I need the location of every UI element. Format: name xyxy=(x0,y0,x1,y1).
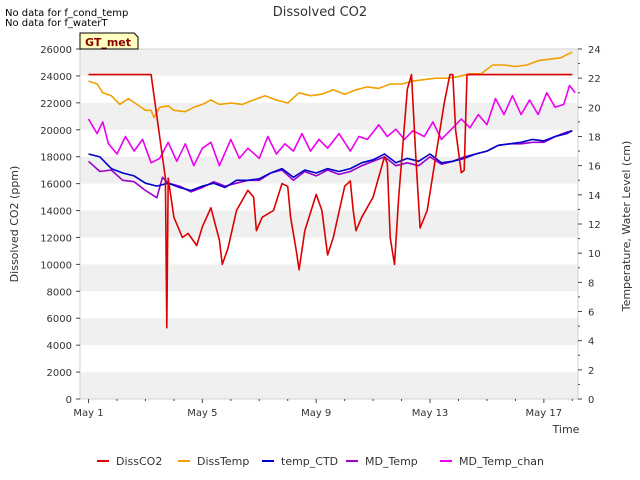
x-tick-label: May 9 xyxy=(301,408,331,419)
right-tick-label: 10 xyxy=(588,249,601,260)
right-tick-label: 6 xyxy=(588,308,594,319)
grid-band xyxy=(80,210,578,238)
grid-band xyxy=(80,372,578,399)
right-tick-label: 18 xyxy=(588,133,601,144)
gt-met-badge: GT_met xyxy=(79,32,139,50)
series-layer xyxy=(87,51,576,329)
left-tick-label: 4000 xyxy=(47,341,72,352)
legend-label: MD_Temp xyxy=(365,455,418,468)
left-tick-label: 20000 xyxy=(40,126,72,137)
x-axis: May 1 May 5 May 9 May 13 May 17 xyxy=(73,399,573,419)
legend: DissCO2 DissTemp temp_CTD MD_Temp MD_Temp_ch… xyxy=(97,455,544,468)
left-y-axis: 0 2000 4000 6000 8000 10000 12000 14000 16000 180… xyxy=(40,45,80,406)
x-axis-label: Time xyxy=(552,423,580,436)
right-tick-label: 0 xyxy=(588,395,594,406)
left-axis-label: Dissolved CO2 (ppm) xyxy=(8,166,21,283)
x-tick-label: May 13 xyxy=(412,408,449,419)
right-tick-label: 16 xyxy=(588,162,601,173)
right-tick-label: 24 xyxy=(588,45,601,56)
left-tick-label: 26000 xyxy=(40,45,72,56)
right-tick-label: 8 xyxy=(588,278,594,289)
gt-met-badge-label: GT_met xyxy=(85,36,131,49)
grid-band xyxy=(80,318,578,346)
grid-band xyxy=(80,49,578,76)
right-tick-label: 22 xyxy=(588,74,601,85)
missing-data-note-2: No data for f_waterT xyxy=(5,18,108,29)
left-tick-label: 24000 xyxy=(40,72,72,83)
legend-label: DissTemp xyxy=(197,455,249,468)
left-tick-label: 2000 xyxy=(47,368,72,379)
left-tick-label: 6000 xyxy=(47,314,72,325)
left-tick-label: 10000 xyxy=(40,260,72,271)
chart-title: Dissolved CO2 xyxy=(273,5,367,20)
left-tick-label: 0 xyxy=(66,395,72,406)
right-tick-label: 20 xyxy=(588,103,601,114)
right-tick-label: 14 xyxy=(588,191,601,202)
series-temp-ctd xyxy=(88,129,573,192)
left-tick-label: 18000 xyxy=(40,153,72,164)
legend-label: MD_Temp_chan xyxy=(459,455,544,468)
x-tick-label: May 5 xyxy=(187,408,217,419)
series-dissco2 xyxy=(88,73,573,329)
left-tick-label: 16000 xyxy=(40,180,72,191)
legend-label: temp_CTD xyxy=(281,455,338,468)
x-tick-label: May 17 xyxy=(526,408,563,419)
right-tick-label: 4 xyxy=(588,337,594,348)
right-tick-label: 2 xyxy=(588,366,594,377)
missing-data-note-1: No data for f_cond_temp xyxy=(5,8,129,19)
x-tick-label: May 1 xyxy=(73,408,103,419)
left-tick-label: 22000 xyxy=(40,99,72,110)
right-tick-label: 12 xyxy=(588,220,601,231)
grid-band xyxy=(80,264,578,292)
left-tick-label: 8000 xyxy=(47,287,72,298)
left-tick-label: 12000 xyxy=(40,233,72,244)
legend-label: DissCO2 xyxy=(116,455,162,468)
right-axis-label: Temperature, Water Level (cm) xyxy=(620,141,633,313)
left-tick-label: 14000 xyxy=(40,207,72,218)
